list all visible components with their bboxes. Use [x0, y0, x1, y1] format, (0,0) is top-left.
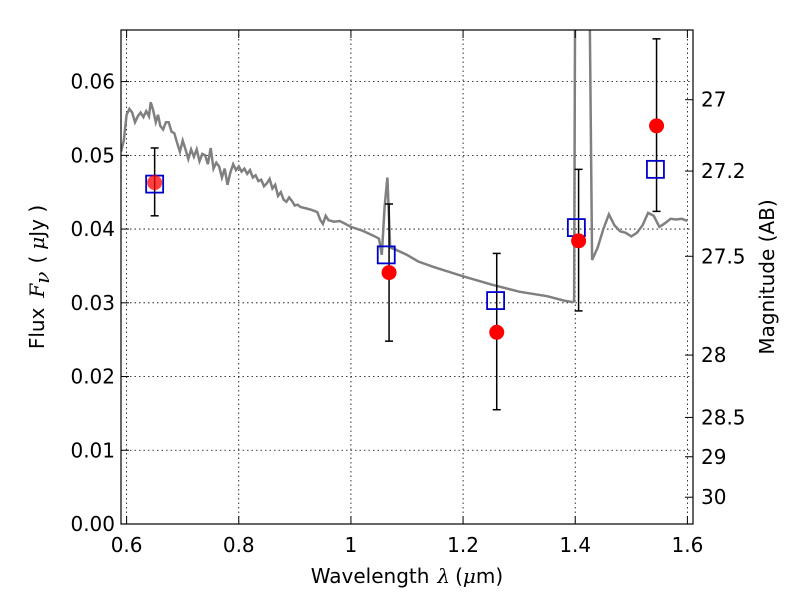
observed-point: [489, 324, 505, 340]
y-tick-label: 0.04: [70, 217, 115, 241]
y-tick-label: 0.06: [70, 70, 115, 94]
plot-frame: [120, 29, 694, 525]
model-point: [566, 218, 586, 238]
y2-tick-label: 27.5: [701, 244, 746, 268]
x-tick-label: 1.2: [447, 533, 479, 557]
y2-axis-label: Magnitude (AB): [755, 199, 779, 354]
observed-point: [649, 118, 665, 134]
x-tick-label: 0.6: [111, 533, 143, 557]
x-tick-label: 1.6: [671, 533, 703, 557]
model-point: [646, 159, 665, 179]
model-points: [145, 159, 665, 310]
x-tick-label: 0.8: [223, 533, 255, 557]
gridlines: [121, 30, 693, 525]
y-axis-label: FluxFν(μJy ): [25, 205, 54, 349]
y2-tick-label: 27: [701, 88, 726, 112]
observed-points: [147, 118, 665, 340]
y2-tick-label: 30: [701, 485, 726, 509]
y2-tick-label: 28: [701, 343, 726, 367]
y2-axis-ticks: 27 27.2 27.5 28 28.5 29 30: [685, 88, 746, 509]
observed-point: [147, 175, 163, 191]
x-tick-label: 1: [345, 533, 358, 557]
y-tick-label: 0.05: [70, 143, 115, 167]
x-axis-label: Wavelength λ (μm): [311, 564, 503, 588]
sed-model-line: [121, 30, 688, 304]
x-axis-ticks: 0.6 0.8 1 1.2 1.4 1.6: [111, 30, 703, 557]
y2-tick-label: 27.2: [701, 159, 746, 183]
y-tick-label: 0.02: [70, 365, 115, 389]
y2-tick-label: 28.5: [701, 405, 746, 429]
y-axis-ticks: 0.00 0.01 0.02 0.03 0.04 0.05 0.06: [70, 70, 129, 536]
model-point: [376, 245, 396, 265]
observed-point: [571, 233, 587, 249]
model-point: [486, 291, 506, 310]
y-tick-label: 0.00: [70, 512, 115, 536]
x-tick-label: 1.4: [559, 533, 591, 557]
y-tick-label: 0.01: [70, 438, 115, 462]
observed-point: [381, 265, 397, 281]
y2-tick-label: 29: [701, 445, 726, 469]
y-tick-label: 0.03: [70, 291, 115, 315]
